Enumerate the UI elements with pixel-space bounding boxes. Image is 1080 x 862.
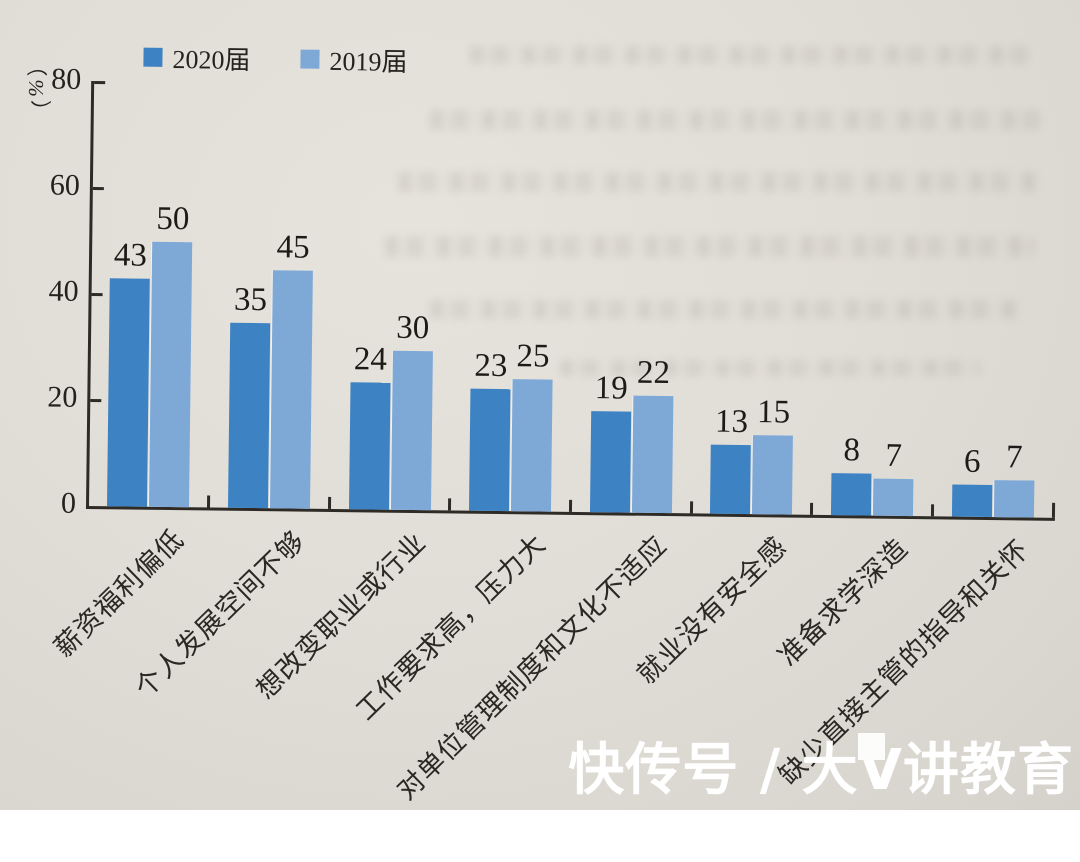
bar-2020届 — [589, 411, 632, 513]
bar-value-label: 50 — [156, 200, 190, 238]
x-tick-mark — [568, 499, 573, 512]
bar-2019届 — [511, 378, 553, 512]
x-tick-mark — [810, 502, 814, 515]
x-tick-mark — [689, 501, 693, 514]
page-bleed-through — [398, 172, 1038, 192]
y-tick-label: 20 — [47, 380, 78, 414]
x-tick-mark — [930, 504, 934, 517]
y-tick-mark — [91, 293, 103, 297]
page-bleed-through — [470, 46, 1030, 64]
y-tick-mark — [90, 399, 102, 403]
bar-2019届 — [993, 479, 1035, 518]
plot-area: 0 20 40 60 80 43 50 薪资福利偏低 35 45 个人发展空间不够 24 30 想改变职业… — [47, 62, 1056, 806]
y-tick-mark — [94, 81, 106, 85]
bar-value-label: 7 — [1005, 439, 1023, 476]
y-tick-label: 0 — [60, 486, 77, 520]
x-tick-mark — [448, 498, 452, 511]
bar-2019届 — [149, 241, 193, 508]
bar-2019届 — [390, 350, 433, 511]
x-tick-mark — [207, 495, 211, 508]
bar-value-label: 22 — [636, 355, 671, 392]
page-bleed-through — [430, 110, 1040, 130]
page-bleed-through — [560, 360, 980, 376]
y-tick-mark — [92, 187, 104, 191]
bar-2020届 — [710, 444, 752, 515]
bar-2019届 — [631, 396, 674, 514]
watermark-logo-square — [858, 733, 885, 760]
y-tick-label: 40 — [48, 274, 79, 308]
watermark: 快传号 / 大V讲教育 — [568, 738, 1074, 803]
bar-2019届 — [269, 269, 313, 509]
page-bleed-through — [430, 300, 1020, 319]
x-axis-end-tick — [1051, 502, 1056, 518]
bar-value-label: 25 — [516, 337, 550, 375]
book-page-photo: 2020届 2019届 （%） 0 20 40 60 80 43 50 薪资福利偏低 35 45 个… — [0, 0, 1080, 810]
bar-2020届 — [107, 278, 151, 507]
y-tick-label: 60 — [49, 168, 81, 202]
page-bleed-through — [385, 236, 1035, 257]
bar-2019届 — [873, 478, 914, 517]
x-tick-mark — [327, 496, 331, 509]
bar-value-label: 30 — [396, 309, 430, 347]
bar-chart: 2020届 2019届 （%） 0 20 40 60 80 43 50 薪资福利偏低 35 45 个… — [24, 45, 1056, 806]
bar-value-label: 45 — [276, 228, 310, 266]
bar-2019届 — [752, 434, 794, 515]
bar-2020届 — [951, 484, 993, 518]
bar-2020届 — [831, 472, 872, 516]
bar-2020届 — [227, 322, 271, 509]
bar-2020届 — [469, 388, 511, 512]
y-tick-label: 80 — [51, 62, 82, 96]
bar-2020届 — [348, 381, 391, 510]
bar-value-label: 7 — [885, 437, 903, 474]
bar-value-label: 15 — [756, 393, 791, 431]
